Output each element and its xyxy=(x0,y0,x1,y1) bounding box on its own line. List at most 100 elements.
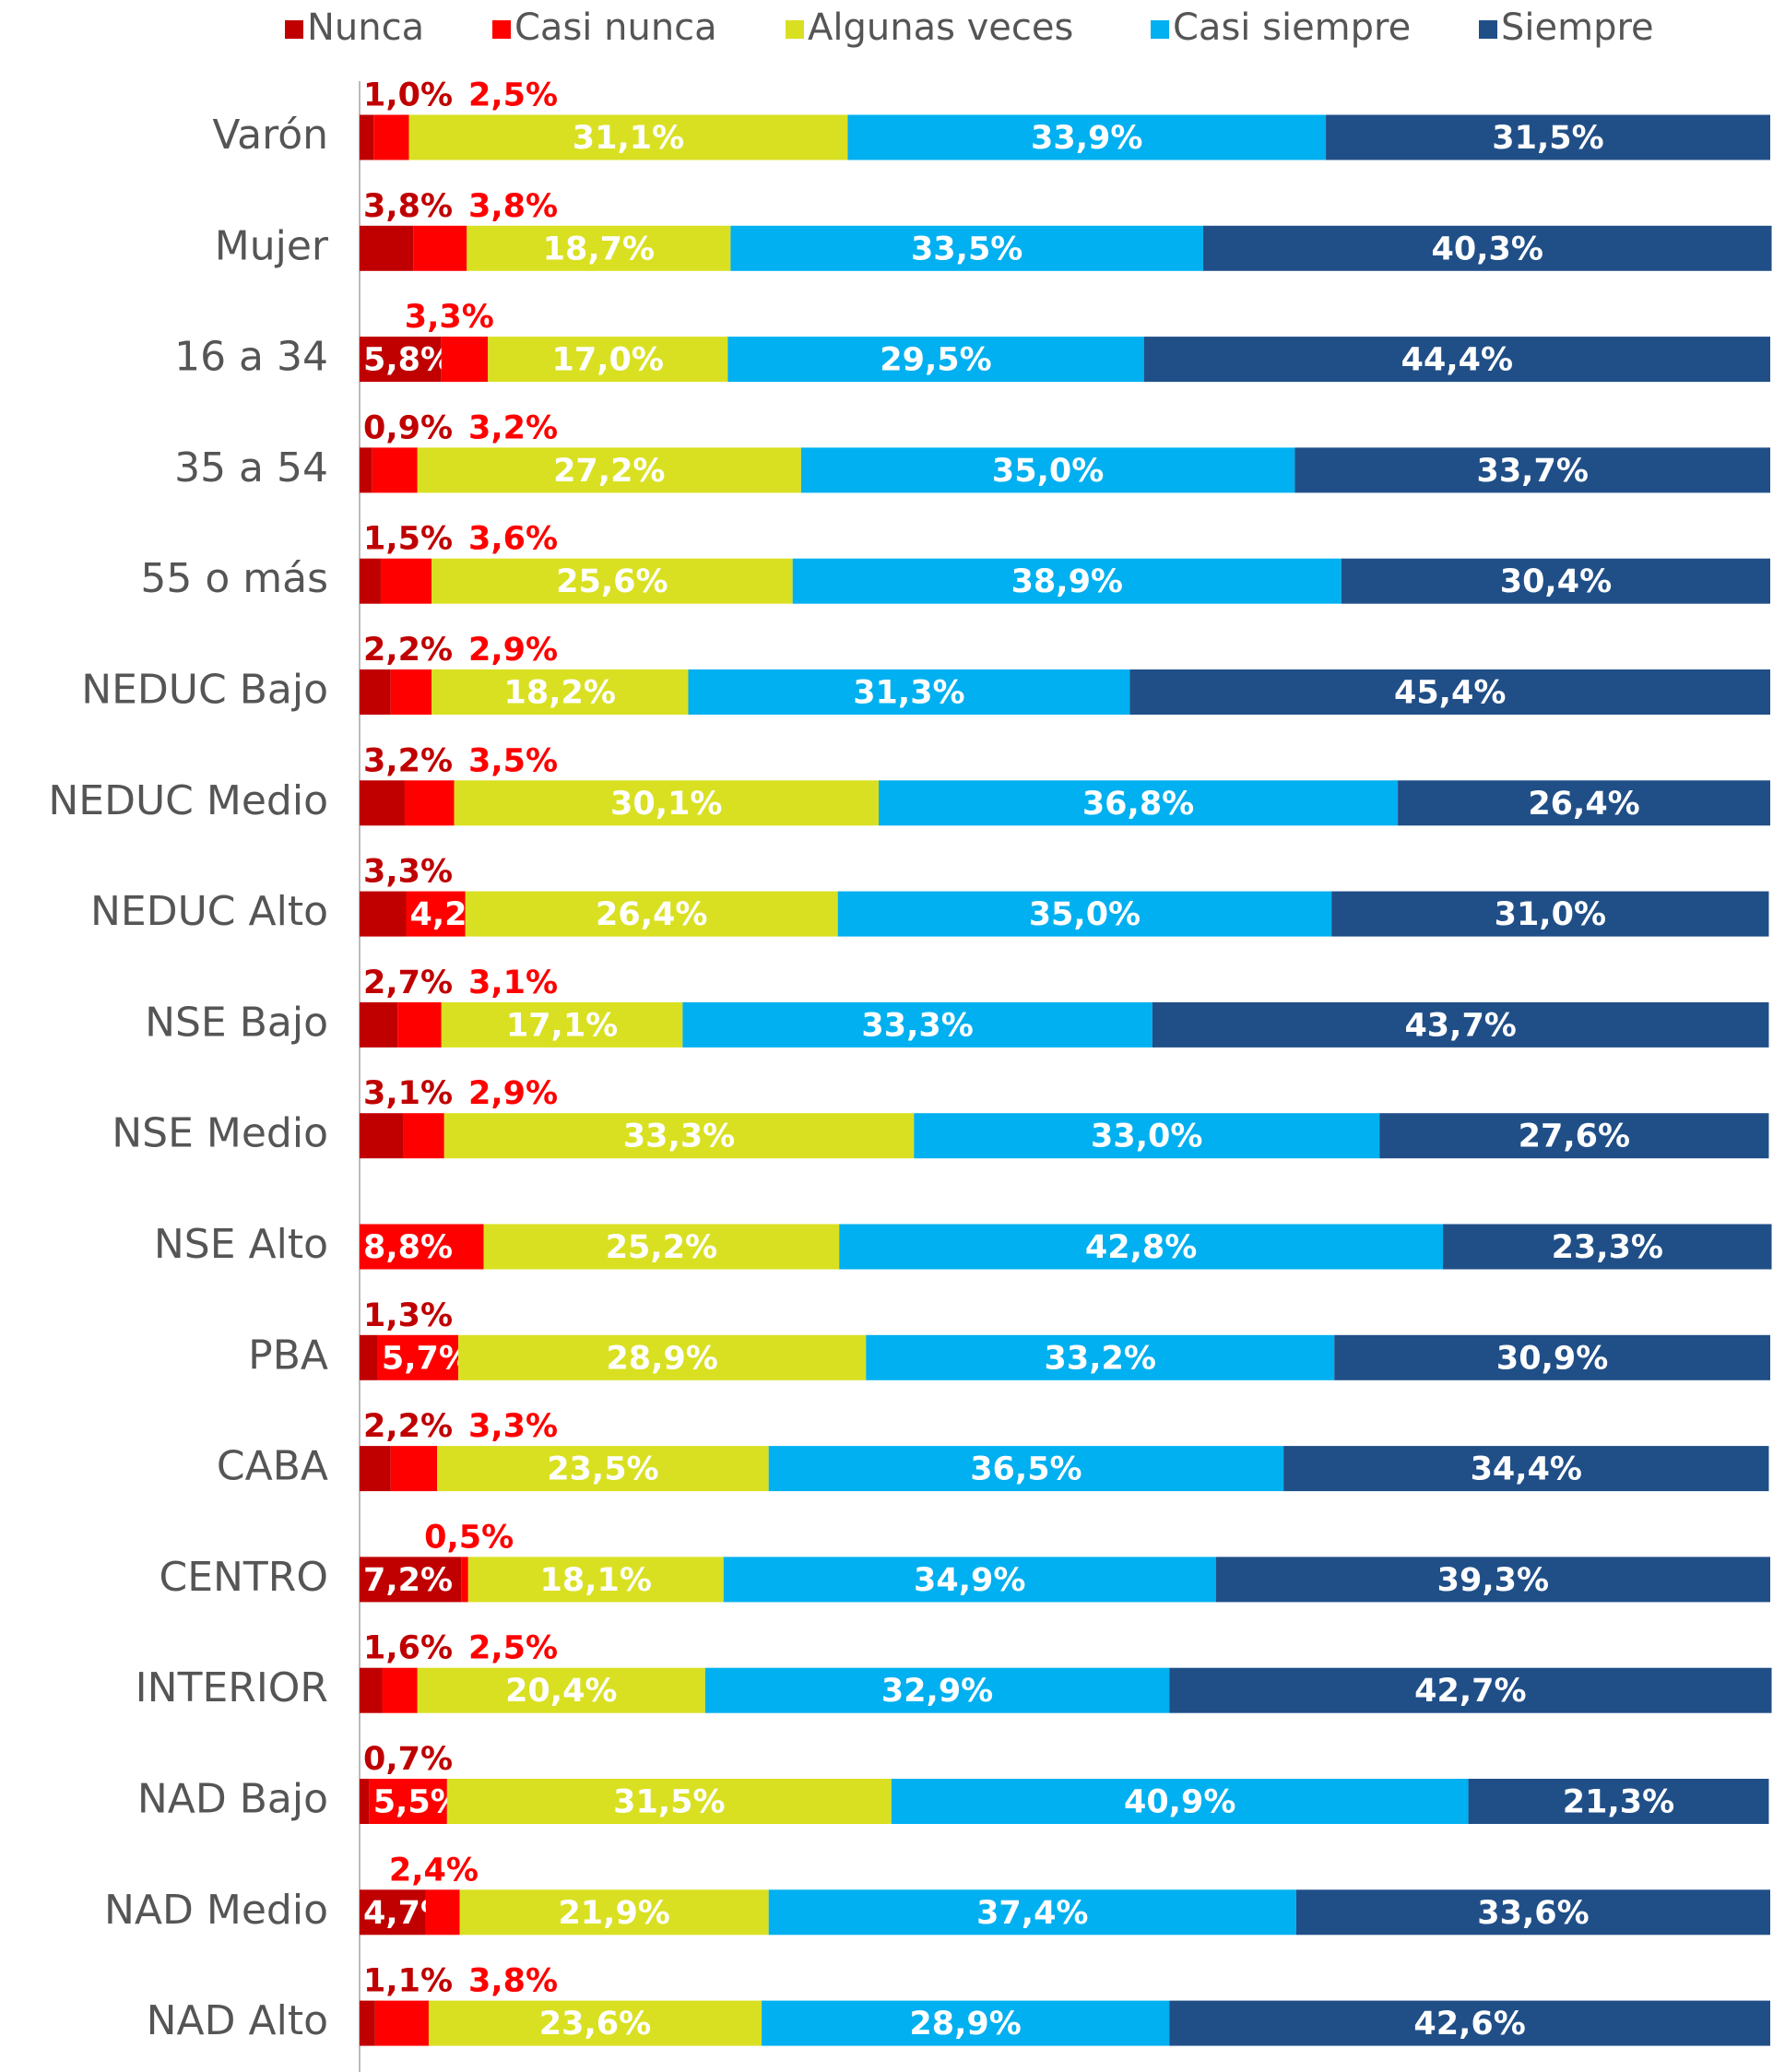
value-label: 36,5% xyxy=(970,1451,1082,1488)
value-label: 23,3% xyxy=(1552,1229,1663,1266)
legend-marker xyxy=(1151,20,1169,39)
bar-segment xyxy=(730,225,1203,271)
category-label: CENTRO xyxy=(159,1554,328,1601)
bar-segment xyxy=(360,1667,383,1713)
category-label: NSE Alto xyxy=(154,1221,328,1268)
value-label: 2,5% xyxy=(468,1630,558,1667)
value-label: 3,3% xyxy=(468,1408,558,1445)
bar-segment xyxy=(360,1113,404,1159)
bar-segment xyxy=(1169,2000,1770,2046)
value-label: 3,8% xyxy=(468,1963,558,2000)
value-label: 0,7% xyxy=(363,1741,453,1778)
bar-segment xyxy=(866,1334,1335,1380)
bar-segment xyxy=(1295,1889,1770,1936)
value-label: 28,9% xyxy=(606,1340,717,1377)
legend-label: Casi nunca xyxy=(514,6,717,49)
legend-marker xyxy=(1479,20,1497,39)
bar-segment xyxy=(360,558,381,604)
bar-segment xyxy=(374,2000,429,2046)
value-label: 42,6% xyxy=(1413,2006,1525,2042)
bar-segment xyxy=(837,891,1332,937)
bar-segment xyxy=(382,1667,418,1713)
bar-segment xyxy=(1443,1224,1772,1270)
value-label: 30,9% xyxy=(1496,1340,1608,1377)
bar-segment xyxy=(847,114,1327,160)
bar-segment xyxy=(372,447,418,493)
category-label: Varón xyxy=(212,112,328,159)
category-label: NAD Bajo xyxy=(137,1776,328,1823)
value-label: 42,8% xyxy=(1085,1229,1197,1266)
value-label: 3,3% xyxy=(363,854,453,891)
bar-segment xyxy=(1341,558,1770,604)
bar-segment xyxy=(443,1113,915,1159)
category-label: NEDUC Bajo xyxy=(81,667,328,714)
bar-segment xyxy=(431,669,689,715)
value-label: 25,6% xyxy=(556,563,668,600)
bar-segment xyxy=(373,114,409,160)
category-label: NEDUC Medio xyxy=(48,777,328,824)
value-label: 26,4% xyxy=(1528,786,1639,823)
bar-segment xyxy=(390,669,432,715)
bar-segment xyxy=(1129,669,1770,715)
bar-segment xyxy=(446,1779,892,1824)
category-label: NAD Alto xyxy=(147,1997,328,2044)
bar-segment xyxy=(380,558,432,604)
bar-segment xyxy=(1283,1446,1769,1492)
category-label: 55 o más xyxy=(140,555,328,602)
bar-segment xyxy=(1379,1113,1769,1159)
bar-segment xyxy=(1202,225,1772,271)
bar-segment xyxy=(454,780,880,826)
bar-segment xyxy=(1294,447,1770,493)
value-label: 2,2% xyxy=(363,632,453,669)
bar-segment xyxy=(704,1667,1170,1713)
value-label: 45,4% xyxy=(1394,675,1506,712)
value-label: 3,6% xyxy=(468,521,558,558)
value-label: 5,8% xyxy=(363,342,453,379)
value-label: 31,0% xyxy=(1495,896,1606,933)
bar-segment xyxy=(483,1224,840,1270)
bar-segment xyxy=(465,891,838,937)
bar-segment xyxy=(441,1001,683,1048)
bar-segment xyxy=(458,1334,867,1380)
category-label: NAD Medio xyxy=(104,1887,328,1934)
category-label: INTERIOR xyxy=(136,1664,328,1711)
bar-segment xyxy=(727,337,1144,383)
bar-segment xyxy=(1152,1001,1769,1048)
value-label: 34,9% xyxy=(914,1562,1025,1599)
value-label: 18,7% xyxy=(543,231,655,267)
bar-segment xyxy=(390,1446,438,1492)
bar-segment xyxy=(891,1779,1469,1824)
bar-segment xyxy=(360,1889,426,1936)
bar-segment xyxy=(682,1001,1152,1048)
value-label: 31,1% xyxy=(573,120,684,157)
bar-segment xyxy=(459,1889,769,1936)
bar-segment xyxy=(879,780,1399,826)
bar-segment xyxy=(914,1113,1380,1159)
category-label: Mujer xyxy=(215,222,329,269)
value-label: 2,5% xyxy=(468,77,558,114)
value-label: 26,4% xyxy=(596,896,707,933)
value-label: 25,2% xyxy=(606,1229,717,1266)
bar-segment xyxy=(404,780,455,826)
bar-segment xyxy=(397,1001,442,1048)
value-label: 27,6% xyxy=(1519,1119,1630,1155)
value-label: 3,2% xyxy=(468,409,558,446)
value-label: 32,9% xyxy=(881,1673,993,1710)
category-label: NSE Medio xyxy=(112,1110,328,1157)
bar-segment xyxy=(688,669,1130,715)
value-label: 38,9% xyxy=(1011,563,1123,600)
category-label: PBA xyxy=(248,1332,328,1379)
bar-segment xyxy=(461,1557,468,1603)
value-label: 33,3% xyxy=(623,1119,735,1155)
value-label: 23,5% xyxy=(547,1451,658,1488)
bar-segment xyxy=(1326,114,1770,160)
value-label: 33,5% xyxy=(911,231,1022,267)
value-label: 3,1% xyxy=(468,965,558,1001)
bar-segment xyxy=(360,1334,378,1380)
value-label: 33,6% xyxy=(1477,1895,1589,1932)
value-label: 7,2% xyxy=(363,1562,453,1599)
value-label: 33,3% xyxy=(861,1007,973,1044)
bar-segment xyxy=(360,780,405,826)
bar-segment xyxy=(413,225,467,271)
